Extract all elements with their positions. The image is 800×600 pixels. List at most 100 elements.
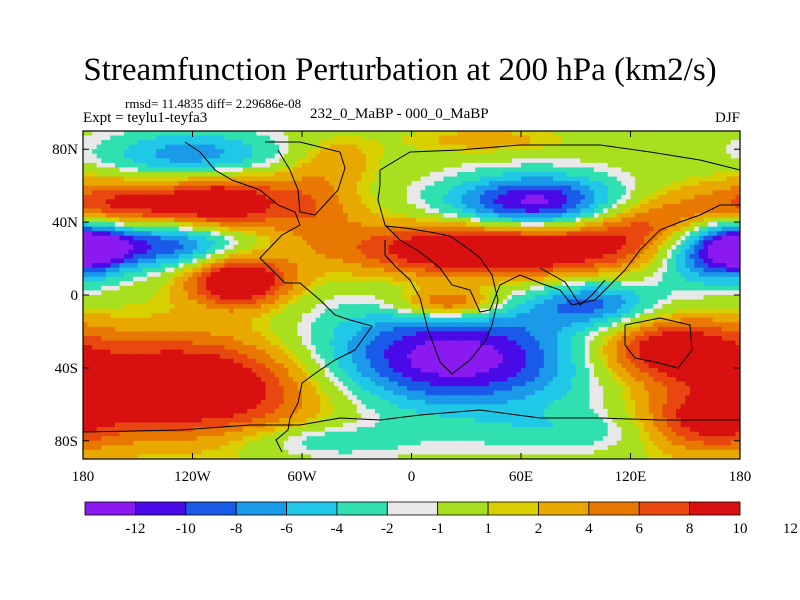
- field-cell: [575, 194, 581, 200]
- field-cell: [260, 131, 267, 137]
- field-cell: [507, 254, 513, 260]
- field-cell: [174, 149, 180, 155]
- field-cell: [361, 185, 367, 191]
- field-cell: [534, 176, 540, 182]
- field-cell: [160, 162, 166, 169]
- field-cell: [324, 162, 330, 169]
- field-cell: [105, 149, 111, 155]
- field-cell: [165, 149, 171, 155]
- field-cell: [552, 272, 559, 278]
- field-cell: [274, 281, 280, 287]
- field-cell: [201, 213, 207, 219]
- field-cell: [101, 235, 107, 241]
- field-cell: [183, 172, 189, 178]
- field-cell: [657, 249, 664, 255]
- field-cell: [411, 285, 417, 292]
- field-cell: [265, 231, 271, 237]
- field-cell: [502, 140, 508, 146]
- field-cell: [238, 263, 244, 269]
- field-cell: [370, 185, 376, 191]
- field-cell: [575, 181, 581, 187]
- field-cell: [516, 181, 522, 187]
- field-cell: [137, 190, 143, 196]
- field-cell: [238, 258, 244, 264]
- field-cell: [425, 185, 431, 191]
- field-cell: [607, 254, 613, 260]
- field-cell: [142, 172, 148, 178]
- field-cell: [416, 162, 422, 169]
- field-cell: [717, 181, 723, 187]
- field-cell: [475, 222, 481, 228]
- field-cell: [502, 254, 508, 260]
- field-cell: [256, 217, 262, 223]
- field-cell: [616, 181, 622, 187]
- field-cell: [406, 213, 413, 219]
- field-cell: [151, 176, 157, 182]
- field-cell: [242, 258, 248, 264]
- field-cell: [270, 217, 276, 223]
- field-cell: [96, 203, 102, 210]
- field-cell: [416, 231, 422, 237]
- field-cell: [324, 190, 330, 196]
- field-cell: [215, 167, 221, 173]
- field-cell: [151, 158, 157, 164]
- field-cell: [639, 281, 645, 287]
- field-cell: [96, 285, 102, 292]
- field-cell: [676, 140, 682, 146]
- field-cell: [242, 285, 248, 292]
- field-cell: [694, 276, 700, 282]
- field-cell: [379, 162, 385, 169]
- field-cell: [233, 181, 239, 187]
- field-cell: [92, 167, 98, 173]
- field-cell: [215, 144, 221, 150]
- field-cell: [571, 244, 577, 251]
- field-cell: [397, 185, 403, 191]
- field-cell: [178, 135, 184, 141]
- field-cell: [297, 226, 303, 232]
- field-cell: [443, 258, 449, 264]
- field-cell: [466, 222, 472, 228]
- field-cell: [489, 158, 495, 164]
- field-cell: [306, 226, 312, 232]
- field-cell: [443, 222, 449, 228]
- field-cell: [242, 281, 248, 287]
- field-cell: [388, 235, 394, 241]
- field-cell: [648, 281, 654, 287]
- field-cell: [124, 213, 130, 219]
- field-cell: [575, 131, 581, 137]
- field-cell: [625, 222, 632, 228]
- field-cell: [484, 194, 490, 200]
- field-cell: [448, 167, 454, 173]
- field-cell: [128, 194, 134, 200]
- field-cell: [667, 172, 673, 178]
- field-cell: [411, 281, 417, 287]
- field-cell: [151, 276, 157, 282]
- field-cell: [338, 158, 344, 164]
- field-cell: [247, 181, 253, 187]
- field-cell: [603, 208, 609, 214]
- field-cell: [653, 140, 659, 146]
- field-cell: [160, 272, 166, 278]
- field-cell: [680, 254, 686, 260]
- field-cell: [302, 149, 308, 155]
- field-cell: [507, 194, 513, 200]
- field-cell: [206, 254, 212, 260]
- field-cell: [420, 167, 426, 173]
- field-cell: [648, 199, 654, 205]
- field-cell: [215, 240, 221, 246]
- field-cell: [726, 140, 732, 146]
- field-cell: [156, 258, 162, 264]
- field-cell: [676, 131, 682, 137]
- field-cell: [210, 190, 216, 196]
- field-cell: [525, 281, 531, 287]
- field-cell: [717, 263, 723, 269]
- field-cell: [279, 263, 285, 269]
- field-cell: [288, 158, 294, 164]
- field-cell: [603, 167, 609, 173]
- field-cell: [534, 185, 540, 191]
- field-cell: [630, 176, 636, 182]
- field-cell: [302, 167, 308, 173]
- field-cell: [717, 131, 723, 137]
- field-cell: [333, 281, 340, 287]
